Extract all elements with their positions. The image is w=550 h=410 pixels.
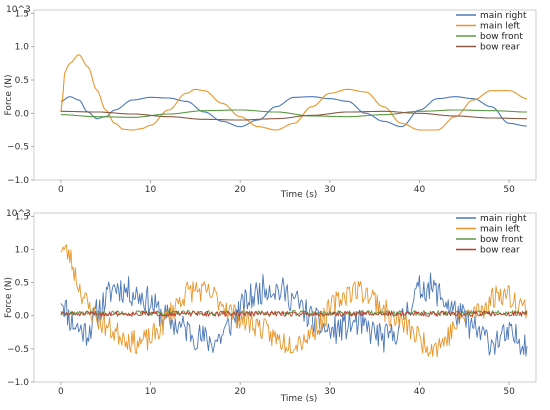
chart-panel-2: −1.0 −0.5 0.0 0.5 1.0 1.5 0 10 20 30 40 50 10^3 Time …	[4, 209, 537, 404]
legend-label[interactable]: bow rear	[480, 246, 520, 256]
x-tick-label: 50	[503, 387, 515, 397]
legend-label[interactable]: bow front	[480, 32, 523, 42]
series-line-main-right	[60, 96, 528, 128]
legend-label[interactable]: main left	[480, 225, 520, 235]
y-tick-label: −1.0	[7, 176, 29, 186]
series-line-bow-rear	[60, 110, 527, 121]
x-tick-label: 20	[234, 387, 246, 397]
series-line-bow-front	[60, 309, 528, 317]
legend-label[interactable]: main right	[480, 214, 527, 224]
series-line-bow-front	[60, 109, 527, 118]
y-tick-label: 0.0	[15, 312, 30, 322]
chart-panel-1: −1.0 −0.5 0.0 0.5 1.0 1.5 0 10 20 30 40 50 10^3 Time …	[4, 5, 537, 200]
y-axis-label: Force (N)	[4, 277, 14, 318]
x-tick-label: 30	[324, 387, 336, 397]
series-lines	[60, 244, 528, 358]
x-tick-label: 50	[503, 185, 515, 195]
y-tick-label: 1.5	[15, 9, 29, 19]
legend-label[interactable]: bow front	[480, 235, 523, 245]
y-axis-label: Force (N)	[4, 75, 14, 116]
series-lines	[60, 54, 528, 131]
plot-frame	[33, 212, 537, 383]
y-exponent-label: 10^3	[6, 209, 31, 219]
x-axis-label: Time (s)	[280, 190, 318, 200]
y-exponent-label: 10^3	[6, 5, 31, 15]
x-axis-label: Time (s)	[280, 394, 318, 404]
x-tick-label: 20	[234, 185, 246, 195]
y-tick-label: −0.5	[7, 143, 29, 153]
y-tick-label: 0.5	[15, 76, 29, 86]
y-tick-label: 0.0	[15, 109, 30, 119]
y-tick-label: −1.0	[7, 378, 29, 388]
y-tick-label: −0.5	[7, 345, 29, 355]
x-tick-label: 40	[414, 185, 426, 195]
x-tick-label: 0	[58, 387, 64, 397]
x-tick-label: 0	[58, 185, 64, 195]
x-tick-label: 30	[324, 185, 336, 195]
x-tick-label: 10	[145, 387, 157, 397]
legend-label[interactable]: bow rear	[480, 43, 520, 53]
y-tick-label: 1.5	[15, 212, 29, 222]
legend-label[interactable]: main left	[480, 22, 520, 32]
plot-frame	[33, 9, 537, 181]
series-line-bow-rear	[60, 310, 528, 317]
series-line-main-left	[60, 244, 528, 358]
series-line-main-left	[60, 54, 528, 131]
legend-label[interactable]: main right	[480, 11, 527, 21]
x-tick-label: 10	[145, 185, 157, 195]
y-tick-label: 0.5	[15, 279, 29, 289]
y-tick-label: 1.0	[15, 43, 30, 53]
x-tick-label: 40	[414, 387, 426, 397]
y-tick-label: 1.0	[15, 245, 30, 255]
